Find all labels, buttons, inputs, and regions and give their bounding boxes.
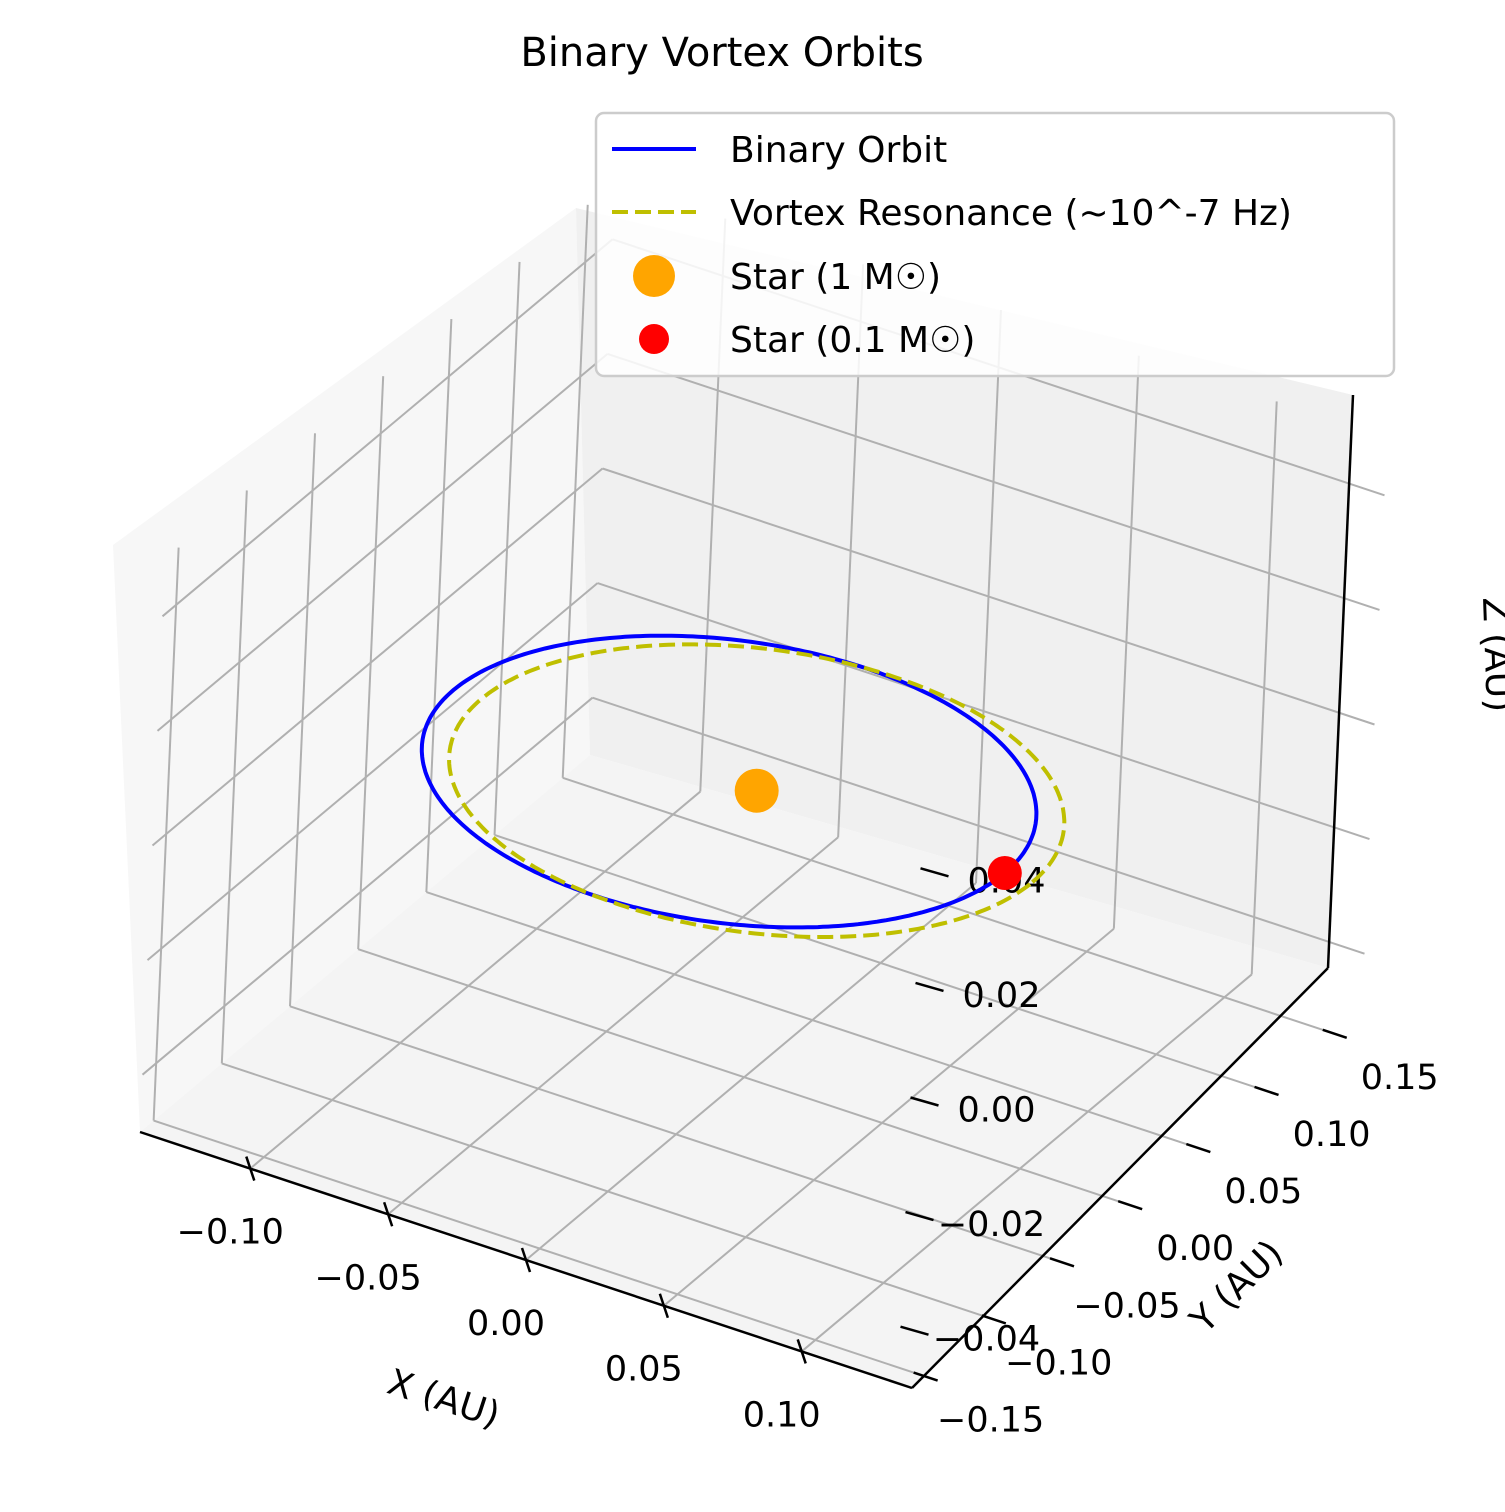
y-tick	[981, 1314, 1007, 1325]
y-grid-line	[494, 834, 1267, 1092]
tick-labels: −0.10 −0.05 0.00 0.05 0.10 −0.15 −0.10 −0.05 0.0…	[177, 861, 1439, 1440]
z-axis-title: Z (AU)	[1474, 596, 1505, 713]
z-tick-label: 0.00	[958, 1091, 1036, 1131]
legend-star-1-swatch	[633, 255, 675, 297]
y-tick-label: −0.10	[1005, 1343, 1112, 1383]
x-tick	[796, 1339, 807, 1364]
x-grid-line	[663, 927, 1115, 1307]
z-grid-line-back	[602, 467, 1375, 726]
binary-orbit-line	[419, 633, 1039, 930]
z-grid-line-left	[151, 467, 604, 847]
y-grid-line	[426, 891, 1199, 1150]
legend-star-0-1-swatch	[639, 324, 669, 354]
y-axis-line	[911, 967, 1329, 1389]
y-tick-label: 0.05	[1224, 1172, 1302, 1212]
chart-title: Binary Vortex Orbits	[520, 30, 923, 76]
star-0-1-marker	[987, 855, 1022, 890]
z-grid-line-left	[141, 696, 594, 1076]
x-grid-line	[387, 836, 839, 1216]
y-tick-label: 0.00	[1156, 1229, 1234, 1269]
z-tick	[915, 981, 944, 993]
left-pane	[113, 208, 590, 1132]
z-grid-line-left	[156, 353, 609, 732]
tick-marks	[245, 867, 1348, 1382]
z-tick	[900, 1325, 929, 1336]
legend-star-1-label: Star (1 M☉)	[730, 257, 941, 298]
x-tick	[658, 1293, 670, 1319]
legend-binary-orbit-label: Binary Orbit	[730, 130, 947, 171]
x-grid-line	[249, 790, 701, 1170]
y-tick-label: −0.05	[1073, 1286, 1180, 1326]
y-grid-line	[221, 1062, 995, 1321]
x-axis-title: X (AU)	[382, 1362, 504, 1437]
z-tick-label: −0.04	[933, 1320, 1040, 1360]
x-tick-label: 0.10	[743, 1395, 821, 1435]
y-grid-line	[357, 948, 1131, 1207]
y-tick	[1254, 1085, 1279, 1097]
z-grid-line-back	[592, 696, 1365, 955]
y-tick	[1185, 1142, 1211, 1154]
x-tick	[382, 1201, 394, 1227]
legend-star-0-1-label: Star (0.1 M☉)	[730, 320, 975, 361]
z-tick	[910, 1096, 939, 1107]
legend-box	[594, 111, 1396, 378]
z-grid-line-back	[597, 582, 1370, 841]
y-tick	[1049, 1257, 1075, 1268]
y-tick-label: −0.15	[937, 1401, 1044, 1441]
y-tick	[1322, 1028, 1348, 1040]
y-tick	[913, 1371, 939, 1382]
x-tick-label: −0.05	[315, 1258, 422, 1298]
vortex-resonance-line	[447, 642, 1067, 939]
z-axis-line	[1326, 394, 1355, 969]
x-tick-label: 0.05	[605, 1350, 683, 1390]
z-tick	[920, 867, 949, 878]
x-grid-line	[525, 882, 977, 1261]
y-tick-label: 0.10	[1293, 1115, 1371, 1155]
z-tick-label: −0.02	[938, 1205, 1045, 1245]
legend: Binary Orbit Vortex Resonance (~10^-7 Hz…	[594, 111, 1396, 378]
x-tick-label: 0.00	[467, 1304, 545, 1344]
x-grid-line	[801, 973, 1253, 1353]
z-grid-line-back	[607, 352, 1380, 611]
star-1-marker	[734, 768, 779, 813]
y-tick	[1117, 1200, 1143, 1211]
z-tick-label: 0.02	[963, 976, 1041, 1016]
x-tick	[520, 1247, 532, 1273]
y-grid-line	[153, 1119, 926, 1378]
x-tick	[245, 1156, 256, 1181]
x-tick-label: −0.10	[177, 1213, 284, 1253]
z-grid-line-left	[161, 238, 614, 618]
legend-vortex-label: Vortex Resonance (~10^-7 Hz)	[730, 193, 1292, 234]
z-grid-line-left	[146, 582, 599, 961]
z-tick	[905, 1210, 934, 1222]
y-tick-label: 0.15	[1361, 1058, 1439, 1098]
